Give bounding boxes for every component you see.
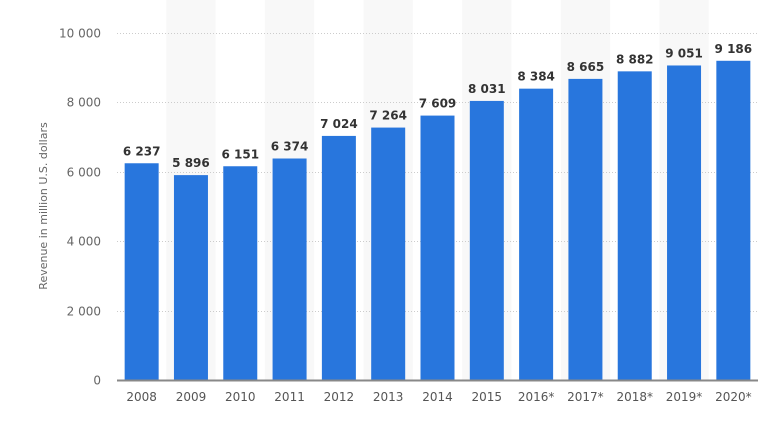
x-tick-label: 2009: [176, 390, 207, 404]
x-tick-label: 2019*: [666, 390, 703, 404]
x-tick-label: 2016*: [518, 390, 555, 404]
value-label: 6 237: [123, 144, 161, 158]
value-label: 8 384: [517, 70, 555, 84]
x-tick-label: 2017*: [567, 390, 604, 404]
value-label: 5 896: [172, 156, 210, 170]
bar-2012: [321, 135, 356, 380]
bar-2017*: [568, 78, 603, 381]
y-tick-label: 2 000: [67, 305, 101, 319]
x-tick-label: 2018*: [616, 390, 653, 404]
value-label: 7 024: [320, 117, 358, 131]
bar-2016*: [519, 88, 554, 380]
bar-2010: [223, 166, 258, 380]
x-tick-label: 2011: [274, 390, 305, 404]
value-label: 8 665: [567, 60, 605, 74]
x-tick-label: 2012: [324, 390, 355, 404]
value-label: 6 374: [271, 140, 309, 154]
value-label: 9 051: [665, 46, 703, 60]
y-tick-label: 6 000: [67, 166, 101, 180]
y-tick-label: 8 000: [67, 96, 101, 110]
value-label: 8 882: [616, 52, 654, 66]
bar-2018*: [617, 71, 652, 381]
bar-2015: [469, 100, 504, 380]
x-tick-label: 2014: [422, 390, 453, 404]
bar-2011: [272, 158, 307, 380]
y-tick-label: 10 000: [59, 27, 101, 41]
y-tick-label: 4 000: [67, 235, 101, 249]
bar-2014: [420, 115, 455, 380]
value-label: 7 264: [369, 109, 407, 123]
value-label: 7 609: [419, 97, 457, 111]
bar-2020*: [716, 60, 751, 380]
x-tick-label: 2015: [472, 390, 503, 404]
x-tick-label: 2013: [373, 390, 404, 404]
x-tick-label: 2008: [126, 390, 157, 404]
bar-2013: [371, 127, 406, 381]
value-label: 9 186: [715, 42, 753, 56]
x-tick-label: 2010: [225, 390, 256, 404]
bar-2009: [173, 175, 208, 380]
value-label: 8 031: [468, 82, 506, 96]
bar-2008: [124, 163, 159, 380]
y-tick-label: 0: [93, 374, 101, 388]
y-axis-title: Revenue in million U.S. dollars: [37, 122, 50, 290]
bar-2019*: [667, 65, 702, 380]
value-label: 6 151: [221, 147, 259, 161]
x-tick-label: 2020*: [715, 390, 752, 404]
